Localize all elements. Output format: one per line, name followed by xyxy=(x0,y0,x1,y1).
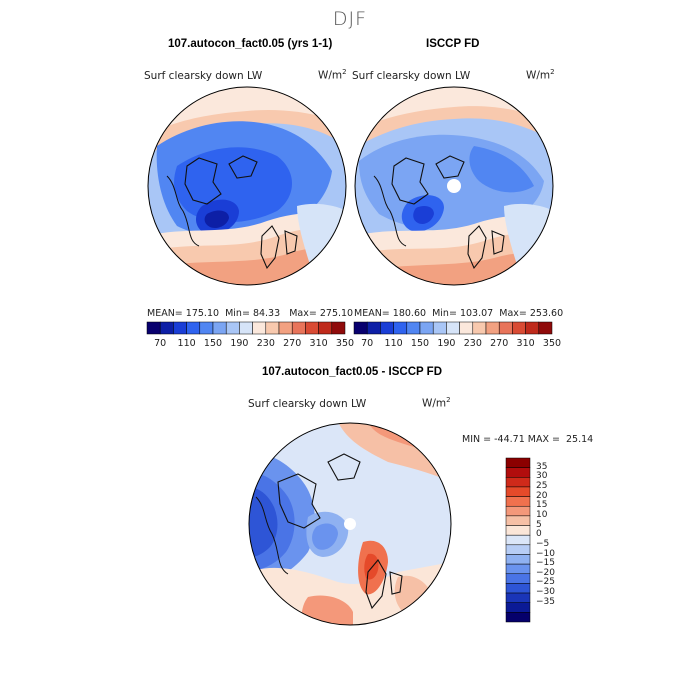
colorbar-tick-label: −25 xyxy=(536,577,555,588)
colorbar-swatch xyxy=(305,321,319,335)
colorbar-tick-label: 0 xyxy=(536,529,542,540)
colorbar-tick-label: 15 xyxy=(536,500,548,511)
right-polar-map xyxy=(354,86,554,286)
left-stats: MEAN= 175.10 Min= 84.33 Max= 275.10 xyxy=(147,308,354,319)
colorbar-swatch xyxy=(512,321,526,335)
colorbar-swatch xyxy=(459,321,474,335)
left-panel-title: 107.autocon_fact0.05 (yrs 1-1) xyxy=(168,38,333,50)
left-colorbar xyxy=(146,321,346,335)
left-polar-map xyxy=(147,86,347,286)
right-units-label: W/m2 xyxy=(526,68,555,82)
colorbar-swatch xyxy=(505,515,531,526)
colorbar-swatch xyxy=(366,321,381,335)
colorbar-tick-label: −15 xyxy=(536,558,555,569)
colorbar-swatch xyxy=(252,321,267,335)
left-variable-label: Surf clearsky down LW xyxy=(144,70,263,82)
colorbar-swatch xyxy=(505,583,531,594)
colorbar-tick-label: −35 xyxy=(536,596,555,607)
colorbar-swatch xyxy=(446,321,460,335)
colorbar-swatch xyxy=(525,321,540,335)
colorbar-tick-label: 230 xyxy=(256,338,275,349)
right-variable-label: Surf clearsky down LW xyxy=(352,70,471,82)
colorbar-swatch xyxy=(472,321,487,335)
colorbar-tick-label: 20 xyxy=(536,490,548,501)
colorbar-swatch xyxy=(331,321,346,335)
colorbar-swatch xyxy=(505,534,531,546)
diff-colorbar xyxy=(505,457,531,623)
colorbar-swatch xyxy=(419,321,434,335)
colorbar-tick-label: 270 xyxy=(490,338,509,349)
colorbar-tick-label: 190 xyxy=(437,338,456,349)
colorbar-swatch xyxy=(505,554,531,565)
colorbar-tick-label: 230 xyxy=(463,338,482,349)
colorbar-swatch xyxy=(278,321,293,335)
colorbar-swatch xyxy=(239,321,253,335)
colorbar-swatch xyxy=(498,321,513,335)
colorbar-tick-label: −5 xyxy=(536,538,550,549)
diff-variable-label: Surf clearsky down LW xyxy=(248,398,367,410)
colorbar-tick-label: 150 xyxy=(203,338,223,349)
left-units-label: W/m2 xyxy=(318,68,347,82)
diff-units-label: W/m2 xyxy=(422,396,451,410)
colorbar-swatch xyxy=(380,321,394,335)
colorbar-tick-label: 35 xyxy=(536,461,548,472)
colorbar-swatch xyxy=(505,592,531,603)
diff-panel-title: 107.autocon_fact0.05 - ISCCP FD xyxy=(262,366,443,378)
colorbar-swatch xyxy=(505,477,531,488)
colorbar-tick-label: 110 xyxy=(177,338,196,349)
colorbar-swatch xyxy=(199,321,214,335)
colorbar-tick-label: −20 xyxy=(536,567,555,578)
colorbar-tick-label: 25 xyxy=(536,480,548,491)
colorbar-swatch xyxy=(505,486,531,497)
colorbar-swatch xyxy=(291,321,306,335)
colorbar-swatch xyxy=(505,573,531,584)
colorbar-swatch xyxy=(225,321,240,335)
colorbar-swatch xyxy=(265,321,280,335)
colorbar-swatch xyxy=(505,544,531,555)
colorbar-swatch xyxy=(432,321,447,335)
colorbar-swatch xyxy=(505,602,531,613)
colorbar-tick-label: 10 xyxy=(536,509,548,520)
colorbar-swatch xyxy=(505,505,531,517)
colorbar-tick-label: 350 xyxy=(335,338,355,349)
colorbar-tick-label: 270 xyxy=(283,338,302,349)
right-colorbar xyxy=(353,321,553,335)
colorbar-swatch xyxy=(505,496,531,507)
colorbar-swatch xyxy=(318,321,333,335)
colorbar-tick-label: 190 xyxy=(230,338,249,349)
colorbar-swatch xyxy=(353,321,368,335)
colorbar-swatch xyxy=(146,321,161,335)
season-title: DJF xyxy=(332,8,368,30)
diff-polar-map xyxy=(248,422,452,626)
diff-colorbar-labels: 35 30 25 20 15 10 5 0 −5 −10 −15 −20 −25 −30 −35 xyxy=(536,458,576,622)
colorbar-tick-label: 5 xyxy=(536,519,542,530)
colorbar-swatch xyxy=(406,321,421,335)
colorbar-swatch xyxy=(538,321,553,335)
colorbar-swatch xyxy=(505,525,531,536)
colorbar-tick-label: −30 xyxy=(536,587,555,598)
colorbar-tick-label: 350 xyxy=(542,338,562,349)
colorbar-swatch xyxy=(505,563,531,575)
diff-stats: MIN = -44.71 MAX = 25.14 xyxy=(462,434,594,445)
colorbar-tick-label: −10 xyxy=(536,548,555,559)
colorbar-swatch xyxy=(212,321,227,335)
right-stats: MEAN= 180.60 Min= 103.07 Max= 253.60 xyxy=(354,308,564,319)
colorbar-swatch xyxy=(505,467,531,478)
right-panel-title: ISCCP FD xyxy=(426,38,480,50)
colorbar-tick-label: 150 xyxy=(410,338,430,349)
colorbar-tick-label: 70 xyxy=(154,338,167,349)
colorbar-swatch xyxy=(505,612,531,623)
colorbar-tick-label: 30 xyxy=(536,471,548,482)
colorbar-swatch xyxy=(173,321,187,335)
colorbar-tick-label: 310 xyxy=(309,338,328,349)
colorbar-swatch xyxy=(159,321,174,335)
colorbar-swatch xyxy=(186,321,201,335)
colorbar-tick-label: 310 xyxy=(516,338,535,349)
colorbar-swatch xyxy=(505,457,531,468)
colorbar-swatch xyxy=(393,321,408,335)
colorbar-tick-label: 70 xyxy=(361,338,374,349)
colorbar-tick-label: 110 xyxy=(384,338,403,349)
colorbar-swatch xyxy=(485,321,500,335)
